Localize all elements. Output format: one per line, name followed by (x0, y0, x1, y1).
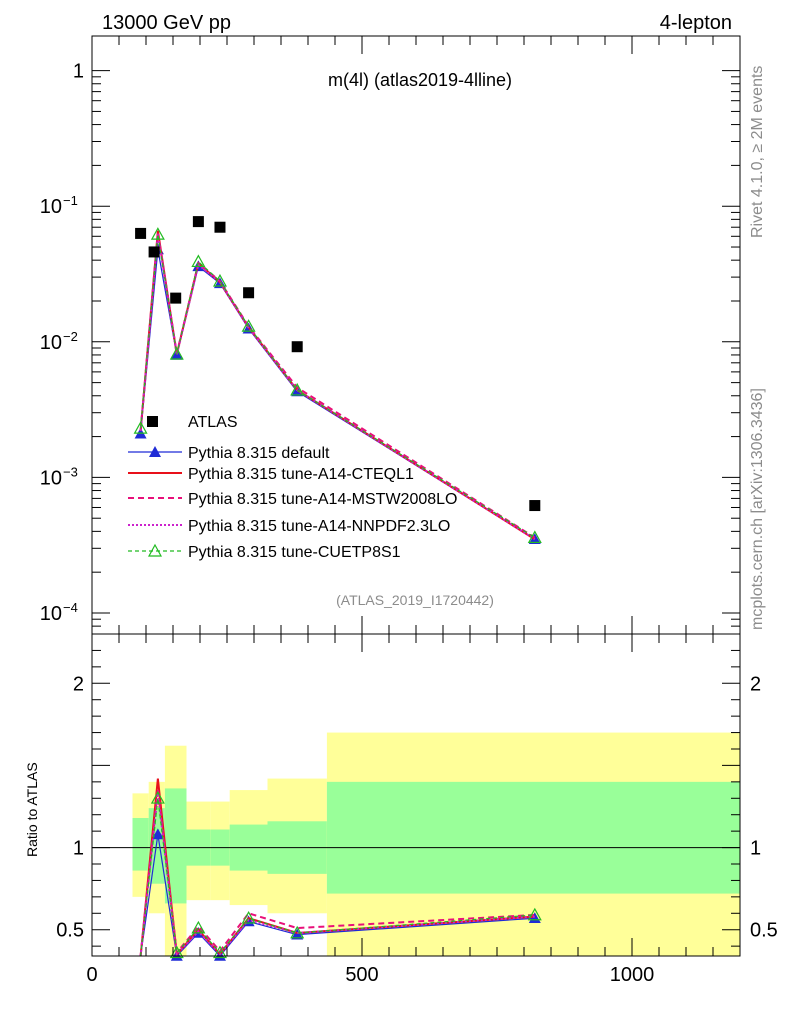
main-marker-cuetp8s1-6 (290, 382, 305, 396)
atlas-data-point-2 (170, 292, 182, 304)
ratio-line-mstw (139, 788, 535, 957)
main-y-tick-label-3: 10 (40, 467, 62, 489)
main-marker-cuetp8s1-1 (150, 227, 165, 240)
ratio-axis-ticks: 0.5 0.5 1 1 2 2 (56, 649, 778, 947)
plot-title: m(4l) (atlas2019-4lline) (328, 70, 512, 90)
main-marker-cuetp8s1-2 (169, 346, 184, 360)
main-y-tick-label-4: 10 (40, 603, 62, 625)
ratio-marker-default-6 (291, 928, 304, 940)
ratio-y-tick-label-right-1: 1 (750, 838, 761, 860)
ratio-band-inner-0 (132, 818, 149, 871)
main-line-mstw (139, 232, 536, 539)
ratio-marker-cuetp8s1-5 (241, 910, 256, 924)
main-plot-marks (133, 216, 542, 545)
process-label: 4-lepton (660, 12, 732, 34)
atlas-data-point-3 (192, 216, 204, 228)
x-tick-label-0: 0 (86, 964, 97, 986)
ratio-band-inner-2 (164, 788, 187, 904)
atlas-data-point-6 (291, 341, 303, 353)
main-marker-cuetp8s1-4 (212, 273, 227, 287)
energy-label: 13000 GeV pp (102, 12, 231, 34)
legend-label-atlas: ATLAS (188, 414, 238, 431)
mcplots-source-label: mcplots.cern.ch [arXiv:1306.3436] (749, 388, 766, 630)
ratio-line-nnpdf (139, 793, 535, 957)
legend-marker-cuetp8s1 (147, 543, 163, 557)
ratio-marker-cuetp8s1-1 (150, 791, 165, 804)
ratio-marker-cuetp8s1-2 (169, 945, 184, 959)
ratio-band-inner-7 (326, 781, 740, 894)
x-tick-label-1: 500 (345, 964, 378, 986)
main-y-tick-label-2: 10 (40, 332, 62, 354)
atlas-data-point-5 (243, 287, 255, 299)
legend-marker-atlas (147, 416, 158, 427)
main-y-tick-label-1: 10 (40, 196, 62, 218)
ratio-y-tick-label-right-0: 0.5 (750, 920, 778, 942)
ratio-uncertainty-bands (92, 732, 740, 956)
rivet-version-label: Rivet 4.1.0, ≥ 2M events (749, 66, 766, 238)
ratio-y-tick-label-1: 1 (73, 838, 84, 860)
ratio-marker-cuetp8s1-4 (212, 945, 227, 959)
main-marker-cuetp8s1-0 (133, 421, 148, 434)
atlas-data-point-1 (148, 246, 160, 258)
ratio-line-cuetp8s1 (140, 798, 535, 957)
ratio-y-tick-label-0: 0.5 (56, 920, 84, 942)
legend-label-cuetp8s1: Pythia 8.315 tune-CUETP8S1 (188, 544, 401, 561)
x-tick-label-2: 1000 (610, 964, 655, 986)
ratio-plot-marks (139, 778, 542, 961)
ratio-marker-cuetp8s1-3 (191, 920, 206, 934)
ratio-y-tick-label-2: 2 (73, 673, 84, 695)
main-panel: 110−110−210−310−4 m(4l) (atlas2019-4llin… (40, 35, 741, 635)
atlas-data-point-7 (529, 500, 541, 512)
main-axis-ticks: 110−110−210−310−4 (40, 61, 740, 635)
atlas-data-point-0 (135, 227, 147, 239)
analysis-watermark: (ATLAS_2019_I1720442) (336, 592, 494, 608)
ratio-y-tick-label-right-2: 2 (750, 673, 761, 695)
ratio-marker-cuetp8s1-6 (290, 925, 305, 939)
legend-label-nnpdf: Pythia 8.315 tune-A14-NNPDF2.3LO (188, 518, 450, 535)
ratio-line-default (140, 834, 535, 958)
ratio-axis-label: Ratio to ATLAS (24, 762, 40, 857)
x-axis-ticks: 0 500 1000 (86, 36, 741, 986)
legend-label-default: Pythia 8.315 default (188, 445, 330, 462)
legend: ATLAS Pythia 8.315 default Pythia 8.315 … (128, 414, 457, 561)
main-marker-cuetp8s1-3 (191, 254, 206, 268)
main-line-nnpdf (139, 234, 536, 541)
main-y-tick-exponent-2: −2 (63, 329, 78, 344)
ratio-marker-default-1 (151, 828, 164, 840)
main-y-tick-exponent-3: −3 (63, 464, 78, 479)
ratio-marker-cuetp8s1-7 (527, 907, 542, 921)
main-y-tick-label-0: 1 (73, 61, 84, 83)
legend-label-cteql1: Pythia 8.315 tune-A14-CTEQL1 (188, 466, 414, 483)
main-marker-cuetp8s1-7 (527, 530, 542, 543)
main-y-tick-exponent-1: −1 (63, 193, 78, 208)
ratio-panel: 0.5 0.5 1 1 2 2 Ratio to ATLAS (24, 633, 778, 961)
main-line-cuetp8s1 (140, 234, 536, 539)
legend-label-mstw: Pythia 8.315 tune-A14-MSTW2008LO (188, 491, 457, 508)
main-y-tick-exponent-4: −4 (63, 600, 78, 615)
legend-marker-default (149, 446, 161, 457)
atlas-data-point-4 (214, 221, 226, 233)
main-marker-cuetp8s1-5 (241, 319, 256, 332)
